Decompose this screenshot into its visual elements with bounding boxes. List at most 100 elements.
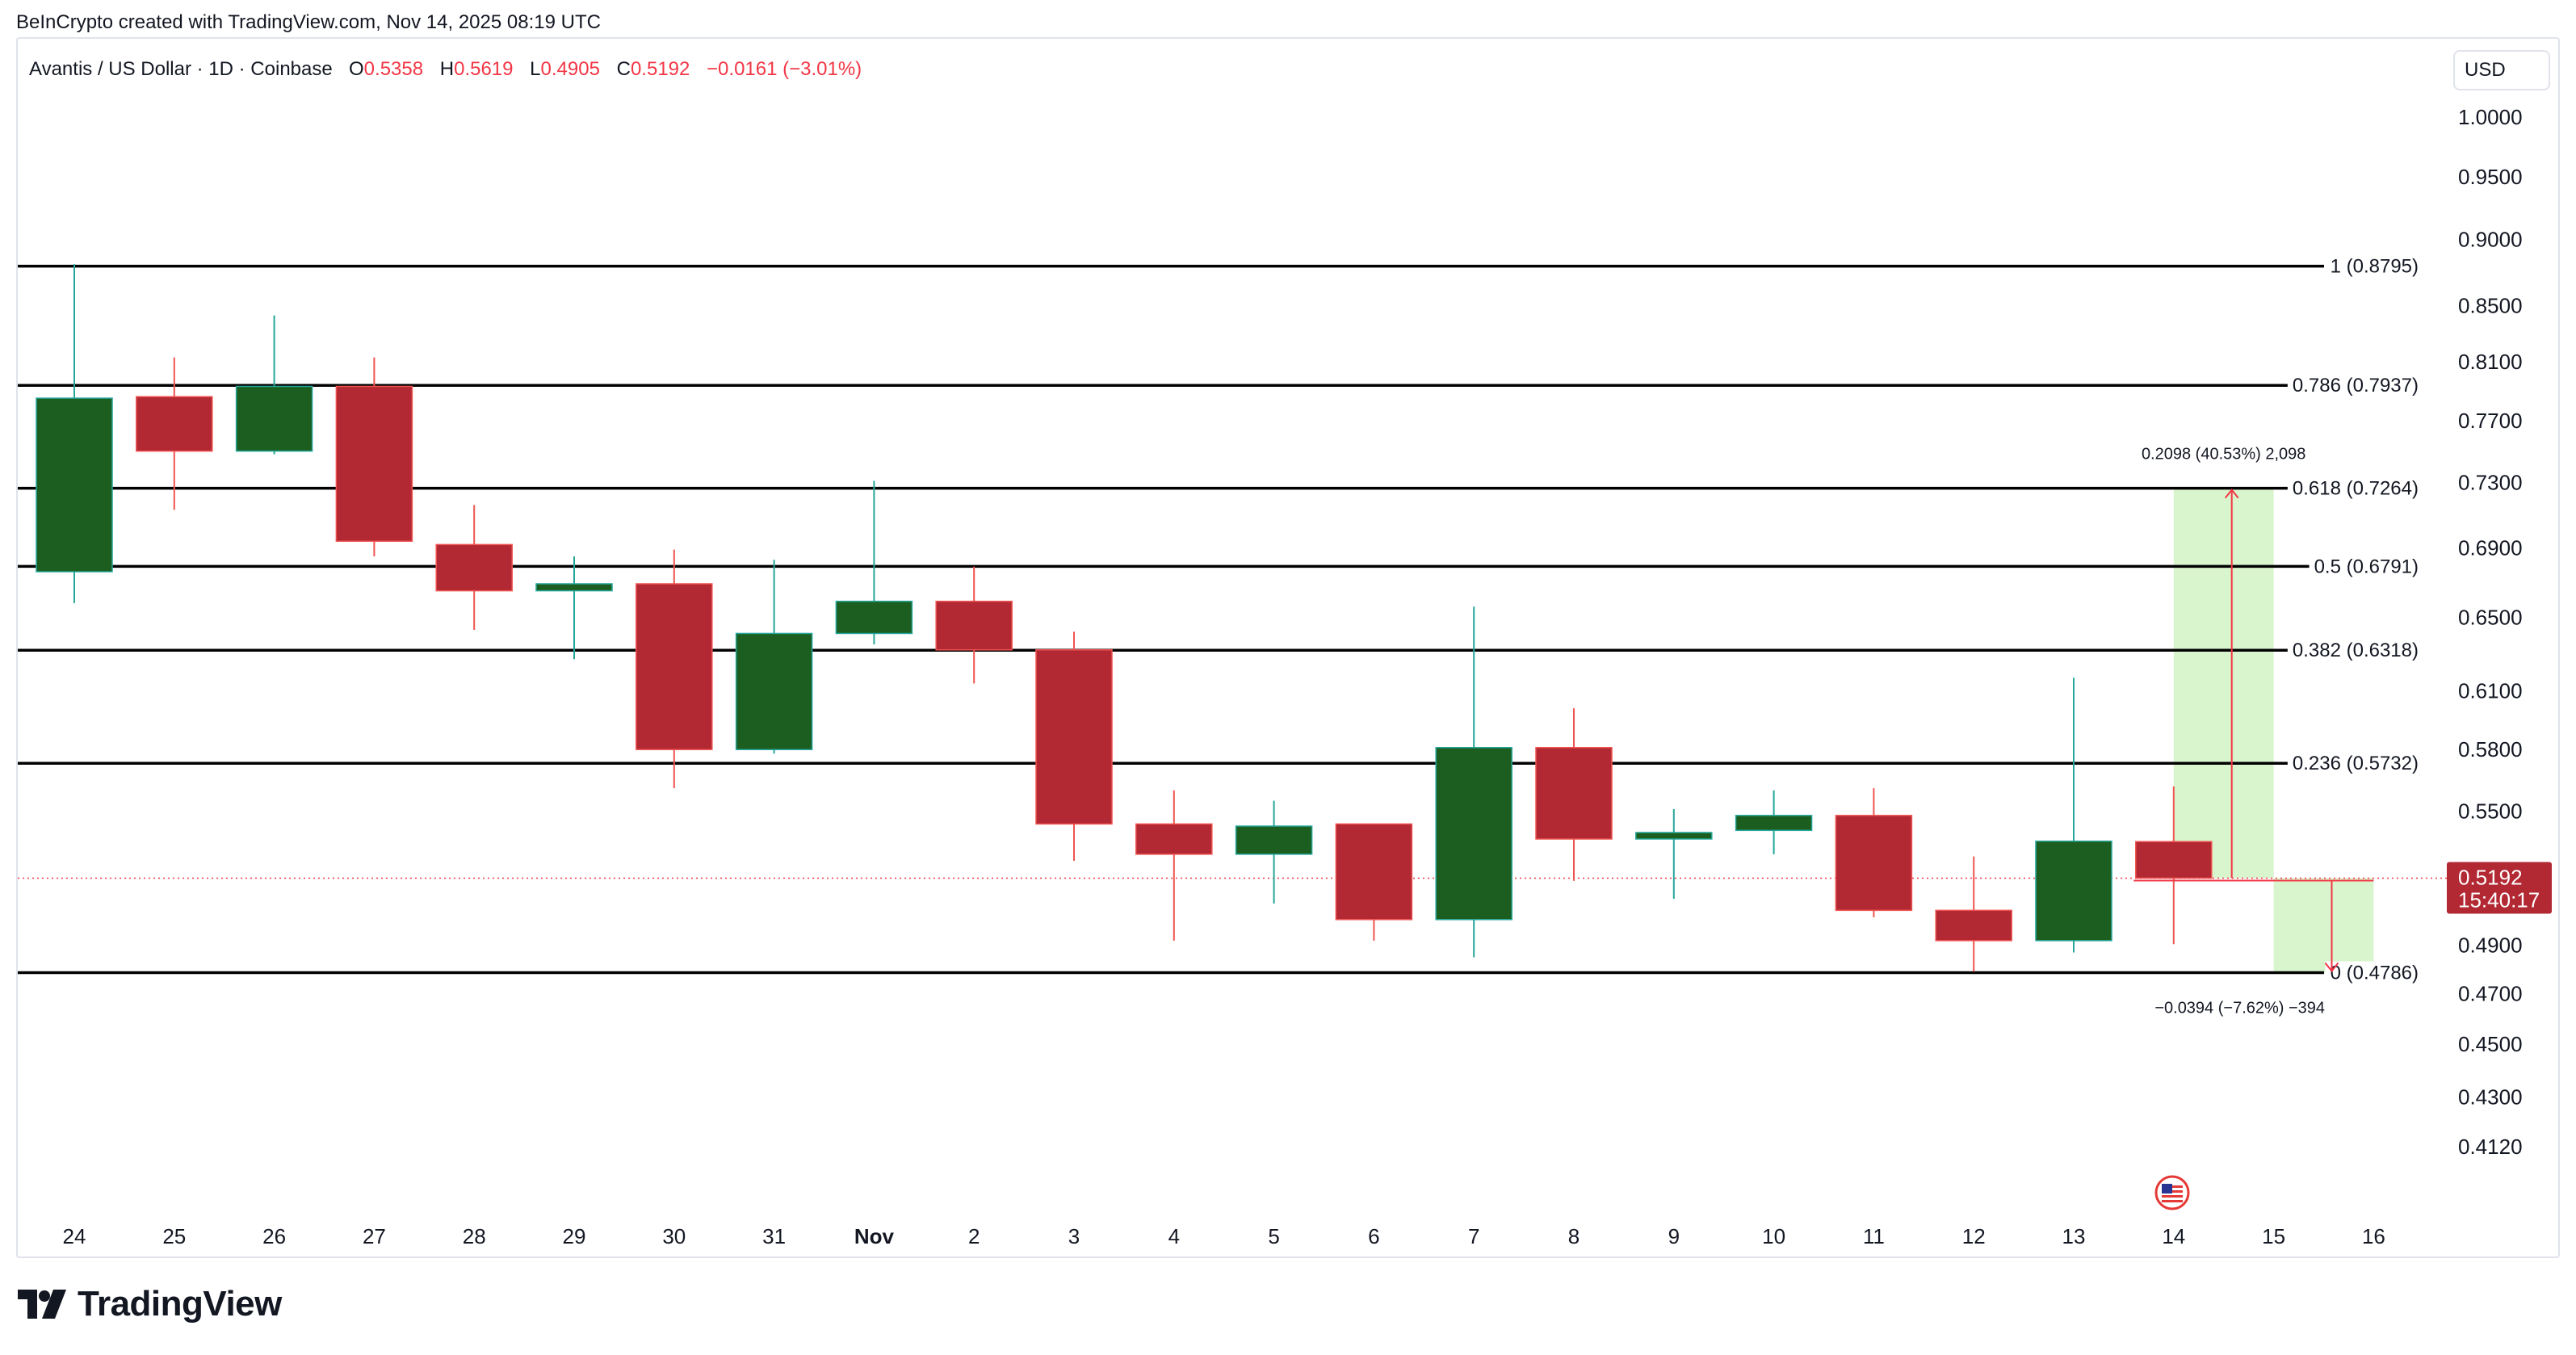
candle bbox=[136, 357, 213, 510]
candle-body bbox=[2135, 841, 2213, 879]
x-tick-label: 24 bbox=[63, 1224, 86, 1248]
candle bbox=[1735, 790, 1813, 854]
candle-body bbox=[1935, 909, 2012, 942]
y-tick-label: 0.4300 bbox=[2458, 1085, 2523, 1110]
time-axis[interactable]: 24 25 26 27 28 29 30 31 Nov 2 3 4 5 6 7 8 9 10 11 12 13 14 15 1… bbox=[63, 1224, 2385, 1248]
x-tick-label: 12 bbox=[1962, 1224, 1986, 1248]
y-tick-label: 0.6900 bbox=[2458, 536, 2523, 560]
header-symbol: Avantis / US Dollar · 1D · Coinbase bbox=[29, 58, 333, 80]
currency-label: USD bbox=[2465, 59, 2506, 81]
x-tick-label: 30 bbox=[662, 1224, 686, 1248]
measure-up-arrowhead bbox=[2224, 489, 2239, 499]
candle-body bbox=[1035, 649, 1113, 825]
y-tick-label: 0.8500 bbox=[2458, 294, 2523, 318]
h-value: 0.5619 bbox=[454, 58, 513, 80]
currency-button[interactable]: USD bbox=[2453, 50, 2550, 90]
price-tag-countdown: 15:40:17 bbox=[2458, 887, 2540, 912]
x-tick-label: 15 bbox=[2262, 1224, 2285, 1248]
candle-body bbox=[535, 583, 613, 592]
candle-body bbox=[1435, 747, 1512, 921]
candle-body bbox=[2035, 840, 2112, 942]
fib-label: 1 (0.8795) bbox=[2331, 256, 2419, 278]
x-tick-label: 14 bbox=[2162, 1224, 2185, 1248]
candle-body bbox=[1635, 832, 1713, 840]
x-tick-label: 16 bbox=[2362, 1224, 2385, 1248]
y-tick-label: 0.7300 bbox=[2458, 471, 2523, 495]
y-tick-label: 1.0000 bbox=[2458, 105, 2523, 129]
y-tick-label: 0.4500 bbox=[2458, 1032, 2523, 1056]
candle bbox=[1435, 606, 1512, 958]
x-tick-label: 26 bbox=[262, 1224, 286, 1248]
fib-label: 0.786 (0.7937) bbox=[2293, 375, 2419, 396]
fib-label-bg bbox=[2287, 476, 2423, 500]
candle-body bbox=[136, 396, 213, 452]
fib-label: 0.382 (0.6318) bbox=[2293, 640, 2419, 661]
x-tick-label: 31 bbox=[762, 1224, 786, 1248]
o-value: 0.5358 bbox=[364, 58, 423, 80]
x-tick-label: Nov bbox=[854, 1224, 895, 1248]
measure-up-zone bbox=[2173, 488, 2274, 879]
fib-label: 0 (0.4786) bbox=[2331, 963, 2419, 984]
candle-body bbox=[636, 583, 713, 750]
o-label: O bbox=[349, 58, 364, 80]
candle-body bbox=[1335, 823, 1413, 921]
y-tick-label: 0.5800 bbox=[2458, 737, 2523, 761]
measure-down-arrowhead bbox=[2324, 962, 2339, 973]
candle bbox=[1835, 788, 1913, 917]
candle bbox=[36, 264, 113, 603]
c-label: C bbox=[617, 58, 631, 80]
candle bbox=[1135, 790, 1213, 941]
candle bbox=[1335, 823, 1413, 941]
candle-body bbox=[235, 385, 313, 452]
price-tag-bg bbox=[2447, 862, 2552, 914]
x-tick-label: 13 bbox=[2062, 1224, 2086, 1248]
candle bbox=[335, 357, 413, 556]
candle bbox=[1235, 800, 1313, 904]
candle bbox=[435, 505, 513, 630]
measure-down-label: −0.0394 (−7.62%) −394 bbox=[2154, 1000, 2325, 1017]
x-tick-label: 7 bbox=[1468, 1224, 1479, 1248]
x-tick-label: 11 bbox=[1863, 1224, 1885, 1248]
x-tick-label: 2 bbox=[968, 1224, 980, 1248]
measure-zones bbox=[18, 488, 2447, 973]
x-tick-label: 25 bbox=[162, 1224, 186, 1248]
measure-tools[interactable]: 0.2098 (40.53%) 2,098 −0.0394 (−7.62%) −3… bbox=[2133, 446, 2374, 1017]
y-tick-label: 0.6100 bbox=[2458, 679, 2523, 703]
candle-body bbox=[1235, 825, 1313, 855]
candle-body bbox=[735, 632, 813, 750]
l-value: 0.4905 bbox=[541, 58, 600, 80]
y-tick-label: 0.9500 bbox=[2458, 165, 2523, 189]
candle bbox=[935, 566, 1013, 684]
fib-label: 0.236 (0.5732) bbox=[2293, 753, 2419, 774]
x-tick-label: 29 bbox=[563, 1224, 586, 1248]
candle-body bbox=[1835, 815, 1913, 912]
candle-body bbox=[36, 397, 113, 573]
fib-label-bg bbox=[2287, 374, 2423, 397]
candle bbox=[1535, 708, 1613, 881]
brand-name: TradingView bbox=[78, 1284, 282, 1324]
y-tick-label: 0.4700 bbox=[2458, 982, 2523, 1006]
y-tick-label: 0.6500 bbox=[2458, 605, 2523, 629]
fib-label: 0.618 (0.7264) bbox=[2293, 478, 2419, 500]
x-tick-label: 28 bbox=[463, 1224, 486, 1248]
x-tick-label: 5 bbox=[1268, 1224, 1279, 1248]
candle-body bbox=[935, 600, 1013, 651]
y-tick-label: 0.5500 bbox=[2458, 799, 2523, 824]
x-tick-label: 8 bbox=[1568, 1224, 1580, 1248]
candle bbox=[1035, 631, 1113, 862]
x-tick-label: 4 bbox=[1168, 1224, 1180, 1248]
us-flag-icon[interactable] bbox=[2154, 1175, 2190, 1210]
x-tick-label: 27 bbox=[363, 1224, 386, 1248]
x-tick-label: 10 bbox=[1762, 1224, 1785, 1248]
candle bbox=[636, 549, 713, 789]
y-tick-label: 0.9000 bbox=[2458, 227, 2523, 251]
tradingview-logo[interactable]: TradingView bbox=[18, 1284, 282, 1324]
candles bbox=[36, 264, 2213, 972]
candle bbox=[735, 560, 813, 754]
price-axis[interactable]: 1.0000 0.9500 0.9000 0.8500 0.8100 0.7700 0.73… bbox=[2458, 105, 2523, 1159]
header-ohlc: O0.5358 H0.5619 L0.4905 C0.5192 −0.0161 … bbox=[349, 58, 862, 80]
fib-label-bg bbox=[2309, 555, 2423, 578]
candle-body bbox=[1135, 823, 1213, 855]
